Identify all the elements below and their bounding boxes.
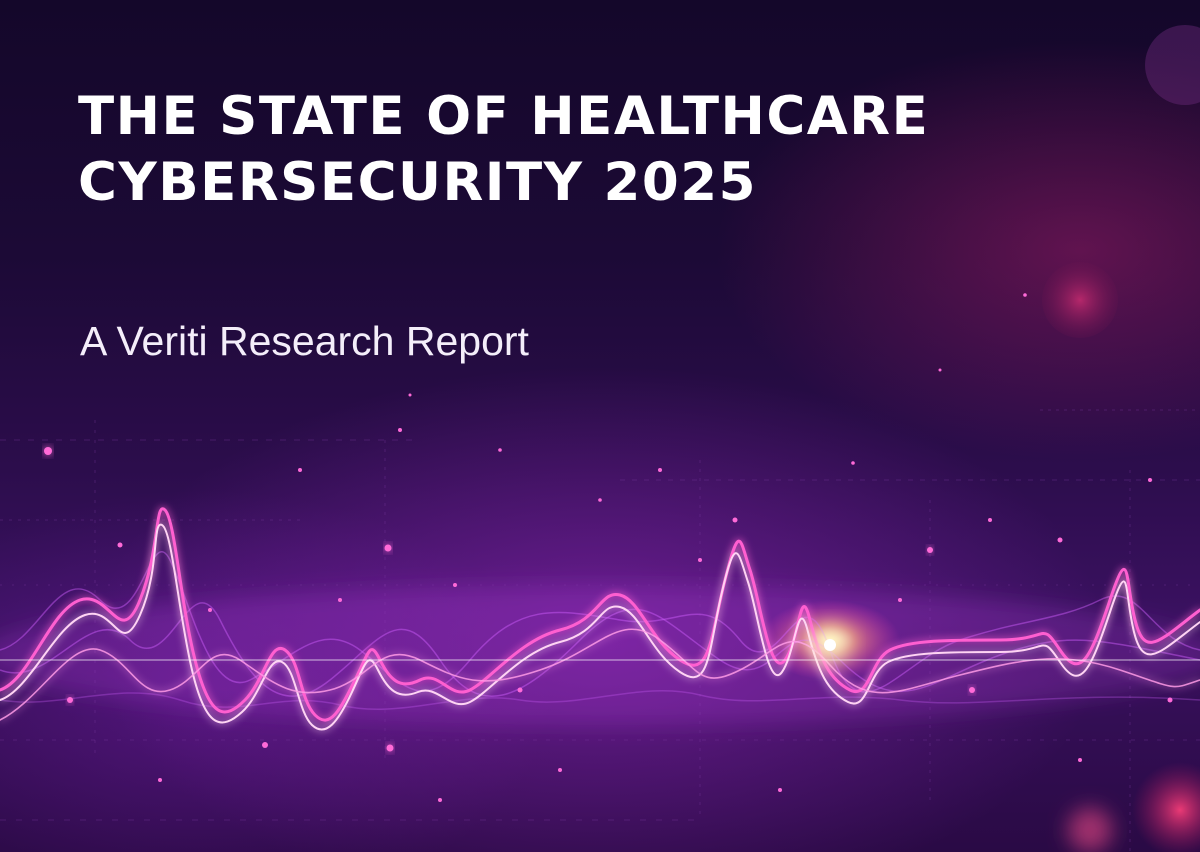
report-title-line-2: CYBERSECURITY 2025 — [78, 152, 758, 213]
report-title-line-1: THE STATE OF HEALTHCARE — [78, 86, 930, 147]
report-title: THE STATE OF HEALTHCARE CYBERSECURITY 20… — [78, 84, 1138, 216]
report-subtitle: A Veriti Research Report — [80, 318, 529, 364]
